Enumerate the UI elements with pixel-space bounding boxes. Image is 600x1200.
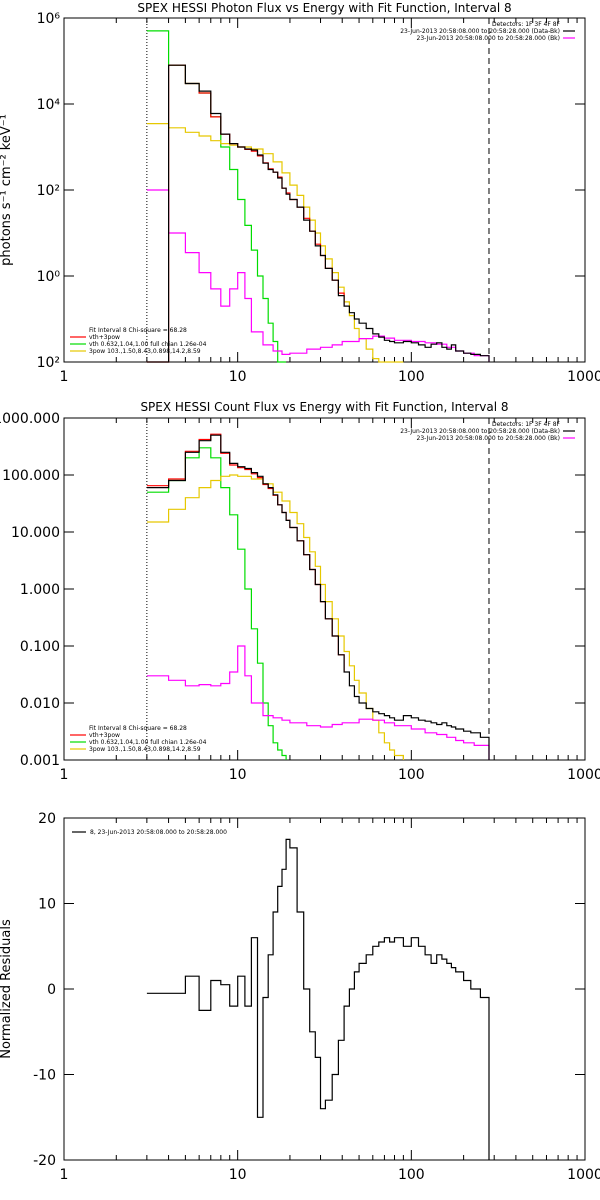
series-line — [146, 645, 490, 760]
series-line — [146, 30, 287, 363]
legend-top-entry: 23-Jun-2013 20:58:08.000 to 20:58:28.000… — [417, 435, 560, 442]
y-axis-label: Normalized Residuals — [0, 919, 14, 1059]
y-tick-label: 10⁰ — [37, 269, 61, 285]
y-tick-label: 10² — [37, 183, 60, 199]
legend-entry: 8, 23-Jun-2013 20:58:08.000 to 20:58:28.… — [90, 829, 227, 836]
legend-bottom-entry: vth+3pow — [89, 732, 120, 739]
y-tick-label: 10⁴ — [37, 97, 61, 113]
chart-panel-1: SPEX HESSI Photon Flux vs Energy with Fi… — [0, 1, 600, 385]
series-line — [146, 189, 490, 362]
x-tick-label: 1 — [60, 1167, 69, 1183]
x-tick-label: 10 — [229, 767, 247, 783]
chart-title: SPEX HESSI Count Flux vs Energy with Fit… — [140, 400, 508, 414]
chart-panel-2: SPEX HESSI Count Flux vs Energy with Fit… — [0, 400, 600, 783]
x-tick-label: 100 — [398, 1167, 425, 1183]
legend-bottom-entry: Fit Interval 8 Chi-square = 68.28 — [89, 327, 187, 334]
x-tick-label: 1000 — [567, 767, 600, 783]
legend-bottom-entry: vth 0.632,1.04,1.00 full chian 1.26e-04 — [89, 341, 207, 348]
y-tick-label: 1.000 — [20, 582, 60, 598]
chart-panel-3: 1 10 100 1000 -20 -10 0 10 20 Normalized Residual… — [0, 811, 600, 1183]
y-tick-label: -20 — [33, 1153, 56, 1169]
y-tick-label: -10 — [33, 1068, 56, 1084]
x-tick-label: 1 — [60, 767, 69, 783]
series-line — [146, 64, 490, 363]
y-tick-label: 10 — [38, 897, 56, 913]
x-tick-label: 10 — [229, 1167, 247, 1183]
legend-bottom-entry: Fit Interval 8 Chi-square = 68.28 — [89, 725, 187, 732]
y-tick-label: 0 — [47, 982, 56, 998]
chart-title: SPEX HESSI Photon Flux vs Energy with Fi… — [137, 1, 511, 15]
y-tick-label: 100.000 — [2, 468, 60, 484]
series-line — [146, 447, 287, 760]
y-tick-label: 10.000 — [11, 525, 60, 541]
series-line — [146, 474, 404, 760]
x-tick-label: 1000 — [567, 1167, 600, 1183]
y-tick-label: 0.010 — [20, 696, 60, 712]
x-tick-label: 10 — [229, 369, 247, 385]
x-tick-label: 100 — [398, 369, 425, 385]
plot-frame — [63, 17, 586, 363]
legend-bottom-entry: vth 0.632,1.04,1.00 full chian 1.26e-04 — [89, 739, 207, 746]
y-axis-label: photons s⁻¹ cm⁻² keV⁻¹ — [0, 114, 14, 266]
plot-frame — [63, 417, 586, 761]
legend-top-entry: Detectors: 1F 3F 4F 8F — [492, 421, 561, 428]
y-tick-label: 0.100 — [20, 639, 60, 655]
x-tick-label: 1 — [60, 369, 69, 385]
legend-bottom-entry: 3pow 103.,1.50,8.43,0.898,14.2,8.59 — [89, 348, 201, 355]
legend-bottom-entry: 3pow 103.,1.50,8.43,0.898,14.2,8.59 — [89, 746, 201, 753]
legend-bottom-entry: vth+3pow — [89, 334, 120, 341]
legend-top-entry: 23-Jun-2013 20:58:08.000 to 20:58:28.000… — [400, 28, 560, 35]
legend-top-entry: Detectors: 1F 3F 4F 8F — [492, 21, 561, 28]
x-tick-label: 100 — [398, 767, 425, 783]
series-line — [146, 434, 490, 760]
series-line — [146, 838, 490, 1160]
y-tick-label: 1000.000 — [0, 411, 60, 427]
x-tick-label: 1000 — [567, 369, 600, 385]
y-tick-label: 10² — [37, 355, 60, 371]
legend-top-entry: 23-Jun-2013 20:58:08.000 to 20:58:28.000… — [417, 35, 560, 42]
y-tick-label: 10⁶ — [37, 11, 61, 27]
y-tick-label: 20 — [38, 811, 56, 827]
y-tick-label: 0.001 — [20, 753, 60, 769]
legend-top-entry: 23-Jun-2013 20:58:08.000 to 20:58:28.000… — [400, 428, 560, 435]
